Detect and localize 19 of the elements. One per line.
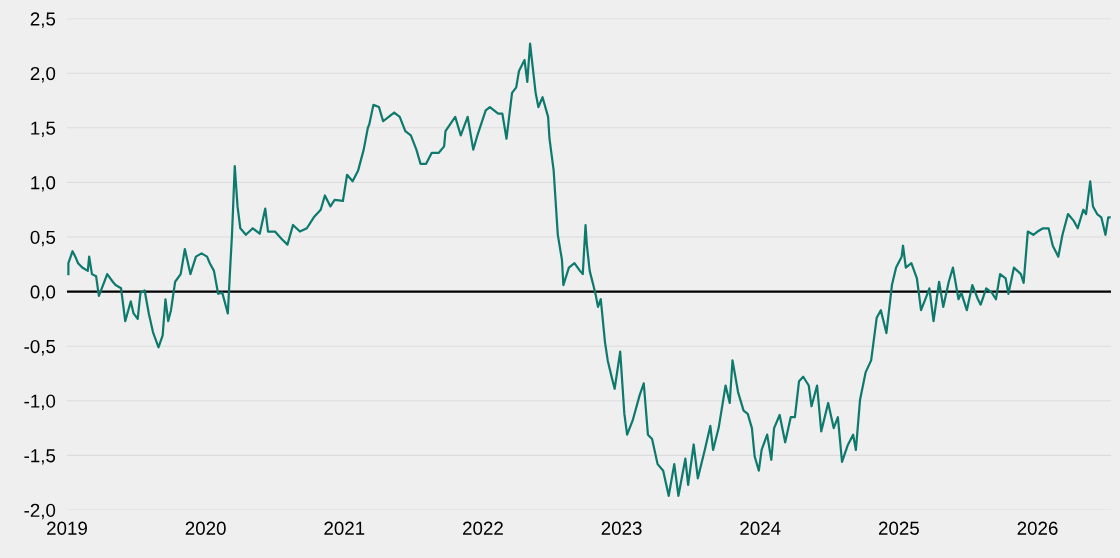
x-tick-label: 2021	[324, 521, 365, 535]
y-tick-label: -2,0	[24, 503, 56, 520]
line-series	[67, 42, 1111, 497]
y-tick-label: 2,0	[30, 66, 56, 83]
x-tick-label: 2023	[601, 521, 642, 535]
y-tick-label: 0,0	[30, 285, 56, 301]
y-tick-label: 0,5	[30, 230, 56, 247]
y-tick-label: -1,5	[24, 449, 56, 465]
y-tick-label: -1,0	[24, 394, 56, 410]
y-tick-label: 1,5	[31, 121, 56, 137]
x-tick-label: 2024	[740, 521, 781, 535]
y-tick-label: -0,5	[24, 339, 56, 356]
y-tick-label: 1,0	[31, 176, 56, 192]
x-tick-label: 2022	[463, 521, 503, 535]
x-tick-label: 2026	[1017, 521, 1058, 535]
y-tick-label: 2,5	[30, 12, 56, 28]
x-tick-label: 2025	[878, 521, 919, 535]
x-tick-label: 2019	[47, 521, 87, 535]
x-tick-label: 2020	[185, 521, 226, 535]
